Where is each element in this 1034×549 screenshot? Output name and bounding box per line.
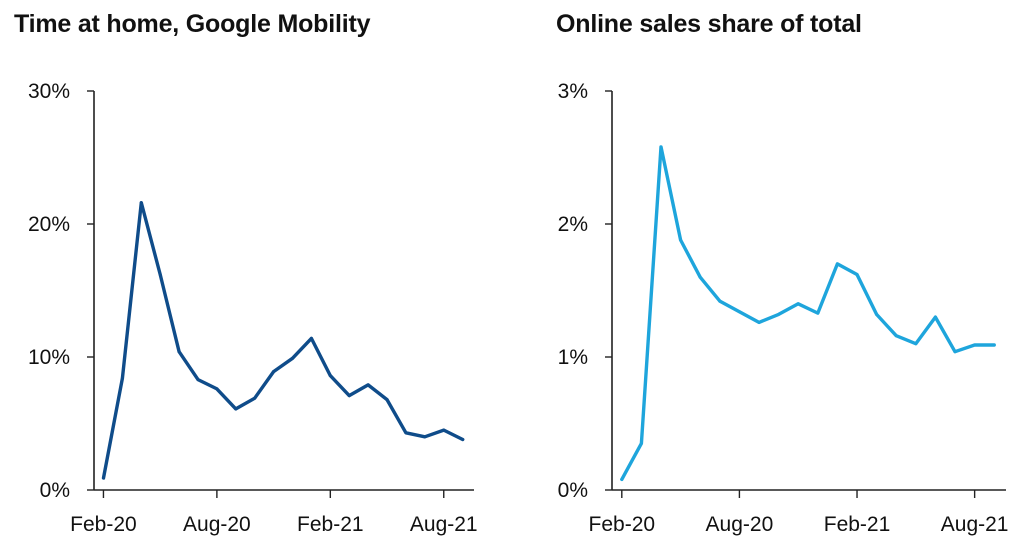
left-data-point — [442, 428, 446, 432]
right-x-tick-label: Aug-21 — [941, 513, 1009, 536]
right-y-tick-label: 3% — [558, 80, 588, 103]
left-data-point — [158, 273, 162, 276]
left-data-point — [385, 398, 389, 402]
right-x-tick-label: Aug-20 — [706, 513, 774, 536]
left-data-point — [404, 431, 408, 435]
left-data-point — [120, 376, 124, 380]
right-data-point — [816, 311, 820, 315]
right-data-point — [620, 477, 624, 481]
left-data-point — [366, 383, 370, 387]
left-data-point — [177, 350, 181, 354]
left-data-point — [139, 201, 143, 205]
chart-title-online-sales: Online sales share of total — [556, 10, 862, 38]
left-series-line — [101, 200, 465, 480]
left-y-tick-label: 30% — [28, 80, 70, 103]
right-series-line — [620, 145, 996, 482]
right-data-point — [659, 145, 663, 149]
right-data-point — [933, 315, 937, 319]
left-x-tick-label: Feb-21 — [297, 513, 364, 536]
left-data-point — [102, 476, 105, 480]
left-data-point — [253, 396, 257, 400]
right-x-tick-label: Feb-20 — [589, 513, 656, 536]
right-data-point — [875, 312, 879, 316]
right-data-point — [796, 302, 800, 306]
left-data-point — [328, 374, 332, 378]
right-data-point — [777, 312, 781, 316]
left-data-point — [215, 387, 219, 391]
right-data-point — [737, 310, 741, 314]
left-data-point — [196, 378, 200, 382]
left-data-point — [309, 336, 313, 340]
right-y-tick-label: 0% — [558, 479, 588, 502]
right-y-tick-label: 2% — [558, 213, 588, 236]
left-x-tick-label: Aug-21 — [410, 513, 478, 536]
left-data-point — [272, 370, 276, 374]
right-data-point — [757, 320, 761, 324]
left-data-point — [461, 438, 465, 441]
left-y-tick-label: 10% — [28, 346, 70, 369]
left-y-tick-label: 20% — [28, 213, 70, 236]
chart-title-time-at-home: Time at home, Google Mobility — [14, 10, 371, 38]
right-data-point — [894, 334, 898, 338]
left-y-tick-label: 0% — [40, 479, 70, 502]
right-data-point — [698, 275, 702, 279]
right-data-point — [639, 441, 643, 445]
right-y-tick-label: 1% — [558, 346, 588, 369]
left-x-tick-label: Feb-20 — [70, 513, 137, 536]
right-data-point — [835, 262, 839, 266]
left-data-point — [347, 394, 351, 398]
right-data-point — [914, 342, 918, 346]
right-data-point — [855, 273, 859, 276]
right-x-tick-label: Feb-21 — [824, 513, 891, 536]
right-data-point — [953, 350, 957, 354]
left-data-point — [234, 407, 238, 411]
right-data-point — [679, 238, 683, 242]
right-data-point — [718, 299, 722, 303]
right-data-point — [992, 343, 996, 347]
left-data-point — [291, 356, 294, 360]
left-data-point — [423, 435, 427, 439]
right-data-point — [973, 343, 977, 347]
left-x-tick-label: Aug-20 — [183, 513, 251, 536]
